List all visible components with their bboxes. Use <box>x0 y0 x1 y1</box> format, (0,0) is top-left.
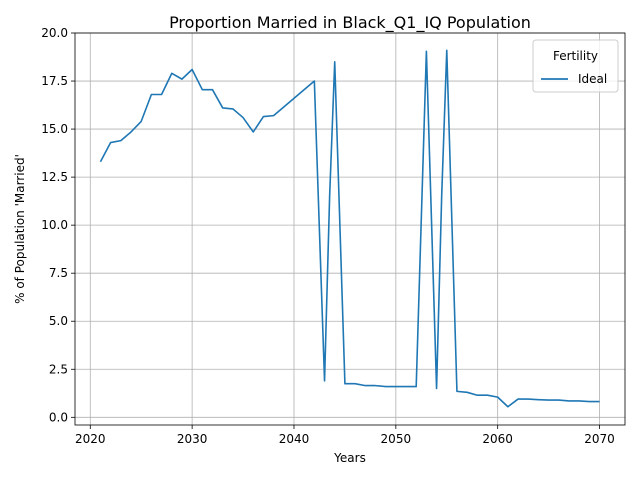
legend: Fertility Ideal <box>532 39 619 93</box>
y-tick-label: 2.5 <box>49 362 68 376</box>
y-tick-label: 10.0 <box>41 218 68 232</box>
x-tick-label: 2060 <box>482 432 513 446</box>
y-tick-label: 15.0 <box>41 122 68 136</box>
series-layer <box>99 49 600 408</box>
x-tick-label: 2030 <box>177 432 208 446</box>
x-tick-label: 2070 <box>584 432 615 446</box>
x-tick-label: 2020 <box>75 432 106 446</box>
y-tick-label: 0.0 <box>49 410 68 424</box>
legend-entry-ideal: Ideal <box>578 72 607 86</box>
y-tick-label: 12.5 <box>41 170 68 184</box>
x-axis-label: Years <box>333 451 366 465</box>
ticks-layer: 2020 2030 2040 2050 2060 2070 0.0 2.5 5.0 7.5 10.0… <box>41 26 615 446</box>
y-tick-label: 20.0 <box>41 26 68 40</box>
y-tick-label: 5.0 <box>49 314 68 328</box>
y-axis-label: % of Population 'Married' <box>13 154 27 304</box>
x-tick-label: 2040 <box>279 432 310 446</box>
y-tick-label: 17.5 <box>41 74 68 88</box>
series-line-ideal <box>99 49 600 408</box>
x-tick-label: 2050 <box>381 432 412 446</box>
y-tick-label: 7.5 <box>49 266 68 280</box>
chart-title: Proportion Married in Black_Q1_IQ Popula… <box>169 13 531 33</box>
legend-title: Fertility <box>553 49 598 63</box>
plot-frame <box>74 32 626 426</box>
